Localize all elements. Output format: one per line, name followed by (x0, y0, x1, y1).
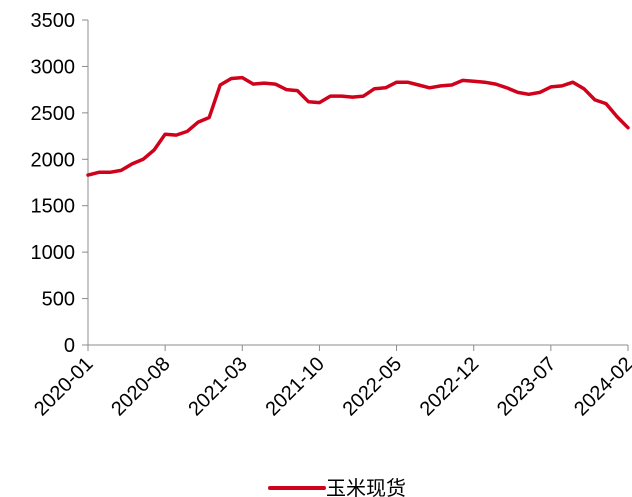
y-tick-label: 1500 (31, 196, 76, 218)
y-tick-label: 1000 (31, 242, 76, 264)
y-tick-label: 3500 (31, 10, 76, 32)
y-tick-label: 2500 (31, 103, 76, 125)
y-tick-label: 2000 (31, 149, 76, 171)
legend-label: 玉米现货 (326, 476, 406, 497)
plot-area (86, 75, 630, 177)
x-tick-label: 2021-10 (262, 353, 329, 420)
x-tick-label: 2022-05 (339, 353, 406, 420)
x-tick-label: 2022-12 (416, 353, 483, 420)
x-tick-label: 2021-03 (184, 353, 251, 420)
x-axis: 2020-01 2020-08 2021-03 2021-10 2022-05 2022-… (30, 344, 632, 420)
x-tick-label: 2020-01 (30, 353, 97, 420)
x-tick-label: 2020-08 (107, 353, 174, 420)
x-tick-label: 2023-07 (493, 353, 560, 420)
y-tick-label: 500 (42, 289, 75, 311)
y-axis: 0 500 1000 1500 2000 2500 3000 3500 (31, 10, 89, 357)
y-tick-label: 0 (64, 335, 75, 357)
y-tick-label: 3000 (31, 56, 76, 78)
series-line (86, 75, 630, 177)
legend: 玉米现货 (268, 476, 406, 497)
x-tick-label: 2024-02 (570, 353, 632, 420)
